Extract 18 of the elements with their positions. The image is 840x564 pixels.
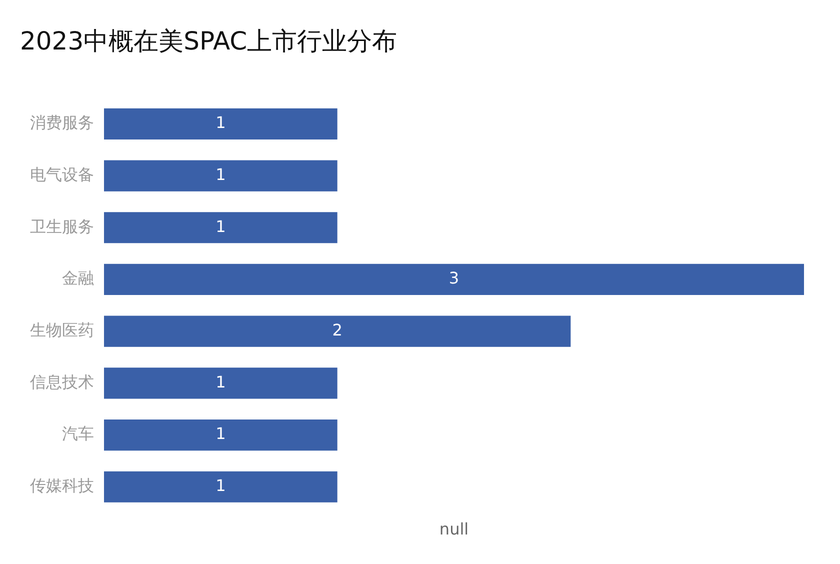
- data-label: 1: [216, 216, 226, 236]
- data-label: 3: [448, 268, 460, 288]
- data-label: 2: [332, 320, 342, 340]
- y-tick-label: 消费服务: [30, 113, 94, 132]
- y-tick-label: 汽车: [62, 424, 94, 444]
- data-label: 1: [216, 113, 226, 132]
- y-tick-label: 传媒科技: [30, 476, 94, 496]
- data-label: 1: [216, 476, 226, 496]
- data-label: 1: [216, 424, 226, 444]
- y-tick-label: 生物医药: [30, 320, 94, 340]
- x-axis-title: null: [439, 520, 469, 539]
- y-tick-label: 电气设备: [30, 164, 94, 184]
- chart-title: 2023中概在美SPAC上市行业分布: [20, 26, 398, 56]
- y-tick-label: 卫生服务: [30, 216, 94, 236]
- data-label: 1: [216, 372, 226, 392]
- y-tick-label: 信息技术: [30, 372, 94, 392]
- data-label: 1: [216, 164, 226, 184]
- y-tick-label: 金融: [62, 268, 94, 288]
